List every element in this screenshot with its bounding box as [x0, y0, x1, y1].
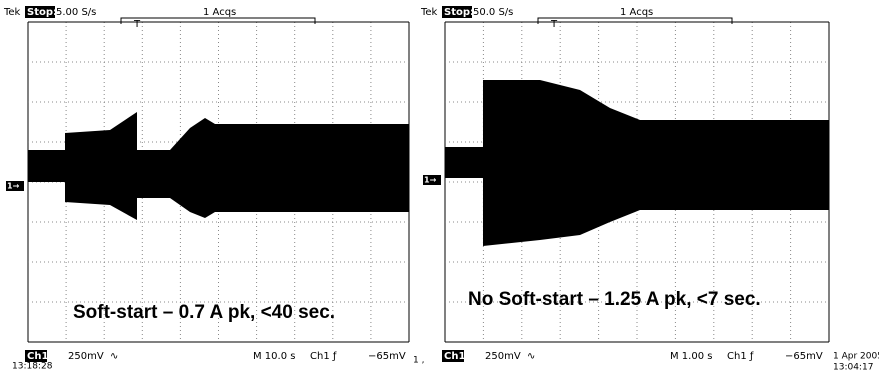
- channel: Ch1: [27, 351, 48, 362]
- channel: Ch1: [444, 351, 465, 362]
- brand: Tek: [3, 7, 21, 18]
- coupling: ∿: [110, 351, 118, 362]
- trigger-marker: T: [550, 19, 558, 30]
- waveform: [445, 80, 829, 246]
- date: 1 ,: [413, 356, 424, 366]
- time: 13:04:17: [833, 363, 873, 372]
- caption: No Soft-start – 1.25 A pk, <7 sec.: [468, 289, 761, 310]
- acquisitions: 1 Acqs: [203, 7, 236, 18]
- status: Stop:: [27, 7, 57, 18]
- status: Stop:: [444, 7, 474, 18]
- waveform: [28, 112, 409, 220]
- trigger-level: −65mV: [785, 351, 823, 362]
- trigger-marker: T: [133, 19, 141, 30]
- trigger-bracket: [121, 18, 315, 24]
- channel-marker: 1→: [424, 176, 437, 185]
- channel-marker: 1→: [7, 182, 20, 191]
- time: 13:18:28: [12, 362, 53, 372]
- caption: Soft-start – 0.7 A pk, <40 sec.: [73, 302, 335, 323]
- trigger-source: Ch1 ƒ: [310, 351, 337, 362]
- sample-rate: 5.00 S/s: [56, 7, 96, 18]
- date: 1 Apr 2005: [833, 352, 879, 362]
- timebase: M 10.0 s: [253, 351, 295, 362]
- timebase: M 1.00 s: [670, 351, 712, 362]
- trigger-level: −65mV: [368, 351, 406, 362]
- coupling: ∿: [527, 351, 535, 362]
- trigger-source: Ch1 ƒ: [727, 351, 754, 362]
- screenshot: TekStop:5.00 S/s1 AcqsT1→Soft-start – 0.…: [0, 0, 879, 372]
- brand: Tek: [420, 7, 438, 18]
- trigger-bracket: [538, 18, 732, 24]
- volts-per-div: 250mV: [68, 351, 104, 362]
- acquisitions: 1 Acqs: [620, 7, 653, 18]
- volts-per-div: 250mV: [485, 351, 521, 362]
- sample-rate: 50.0 S/s: [473, 7, 513, 18]
